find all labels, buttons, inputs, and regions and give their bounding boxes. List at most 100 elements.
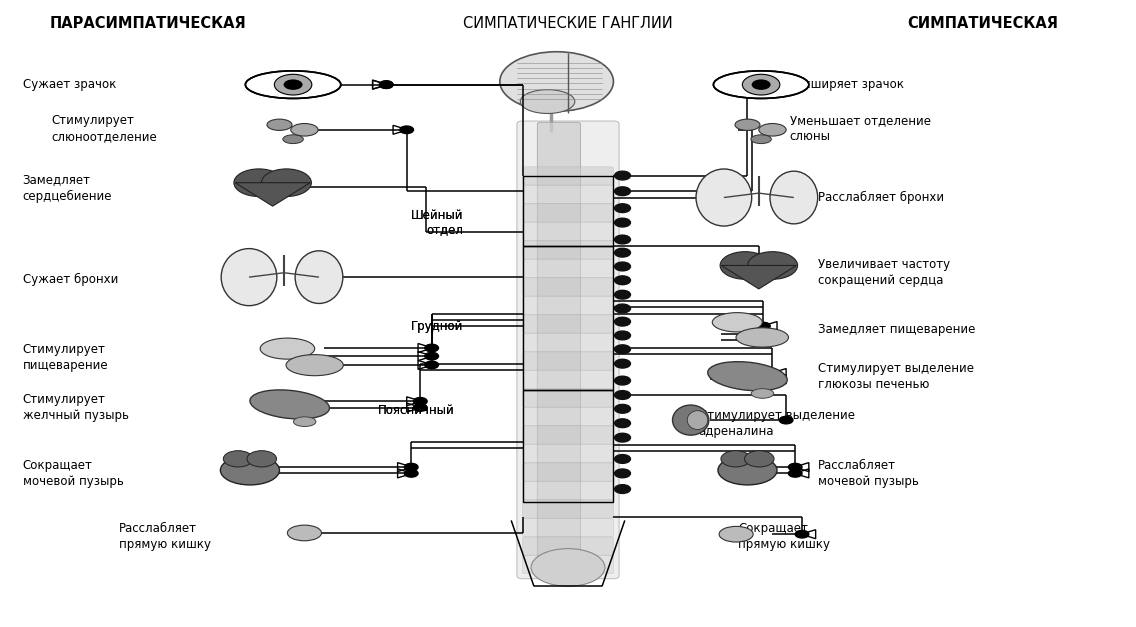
- Circle shape: [721, 451, 751, 467]
- Text: Расширяет зрачок: Расширяет зрачок: [790, 78, 903, 91]
- Text: Стимулирует выделение
глюкозы печенью: Стимулирует выделение глюкозы печенью: [818, 362, 974, 391]
- FancyBboxPatch shape: [523, 537, 613, 555]
- FancyBboxPatch shape: [523, 204, 613, 222]
- Circle shape: [261, 169, 311, 196]
- Ellipse shape: [222, 248, 277, 305]
- Circle shape: [379, 81, 393, 88]
- Circle shape: [615, 276, 630, 285]
- Circle shape: [788, 470, 802, 477]
- Circle shape: [615, 419, 630, 428]
- Text: Сокращает
прямую кишку: Сокращает прямую кишку: [738, 522, 830, 551]
- Ellipse shape: [718, 456, 777, 485]
- Circle shape: [615, 290, 630, 299]
- Ellipse shape: [687, 411, 708, 429]
- Circle shape: [615, 433, 630, 442]
- Text: Поясничный: Поясничный: [377, 404, 454, 417]
- Circle shape: [404, 470, 418, 477]
- FancyBboxPatch shape: [537, 122, 580, 577]
- FancyBboxPatch shape: [517, 121, 619, 579]
- Circle shape: [247, 451, 276, 467]
- Circle shape: [788, 463, 802, 471]
- Circle shape: [284, 80, 302, 90]
- Text: Расслабляет бронхи: Расслабляет бронхи: [818, 191, 944, 204]
- Ellipse shape: [267, 119, 292, 130]
- Ellipse shape: [751, 389, 774, 398]
- FancyBboxPatch shape: [523, 445, 613, 463]
- Text: Стимулирует
желчный пузырь: Стимулирует желчный пузырь: [23, 393, 128, 422]
- FancyBboxPatch shape: [523, 463, 613, 481]
- Text: Замедляет
сердцебиение: Замедляет сердцебиение: [23, 174, 112, 203]
- Ellipse shape: [712, 313, 762, 332]
- FancyBboxPatch shape: [523, 482, 613, 500]
- Ellipse shape: [245, 71, 341, 98]
- Circle shape: [757, 330, 770, 337]
- FancyBboxPatch shape: [523, 315, 613, 333]
- FancyBboxPatch shape: [523, 389, 613, 407]
- Ellipse shape: [696, 169, 752, 226]
- Text: Грудной: Грудной: [411, 320, 463, 332]
- Text: Шейный
отдел: Шейный отдел: [411, 209, 463, 236]
- Circle shape: [414, 404, 427, 411]
- Circle shape: [720, 251, 770, 279]
- Ellipse shape: [220, 456, 279, 485]
- Text: Увеличивает частоту
сокращений сердца: Увеличивает частоту сокращений сердца: [818, 258, 950, 287]
- Ellipse shape: [295, 251, 343, 303]
- Circle shape: [615, 317, 630, 326]
- Ellipse shape: [532, 549, 604, 586]
- Circle shape: [414, 398, 427, 405]
- Text: Замедляет пищеварение: Замедляет пищеварение: [818, 323, 976, 335]
- Text: Шейный
отдел: Шейный отдел: [411, 209, 463, 236]
- Ellipse shape: [286, 355, 343, 376]
- Circle shape: [766, 376, 779, 383]
- Ellipse shape: [293, 417, 316, 426]
- Circle shape: [425, 352, 438, 360]
- Circle shape: [615, 331, 630, 340]
- Ellipse shape: [759, 124, 786, 136]
- Ellipse shape: [520, 90, 575, 113]
- FancyBboxPatch shape: [523, 334, 613, 352]
- Circle shape: [779, 416, 793, 424]
- Text: Сокращает
мочевой пузырь: Сокращает мочевой пузырь: [23, 459, 124, 488]
- Text: Сужает зрачок: Сужает зрачок: [23, 78, 116, 91]
- Ellipse shape: [736, 328, 788, 347]
- Circle shape: [615, 455, 630, 463]
- Text: ПАРАСИМПАТИЧЕСКАЯ: ПАРАСИМПАТИЧЕСКАЯ: [49, 16, 247, 31]
- Ellipse shape: [713, 71, 809, 98]
- Circle shape: [615, 345, 630, 354]
- FancyBboxPatch shape: [523, 556, 613, 574]
- Circle shape: [615, 204, 630, 213]
- Circle shape: [752, 80, 770, 90]
- Circle shape: [615, 235, 630, 244]
- Ellipse shape: [500, 51, 613, 112]
- Circle shape: [404, 463, 418, 471]
- FancyBboxPatch shape: [523, 408, 613, 426]
- Circle shape: [615, 376, 630, 385]
- FancyBboxPatch shape: [523, 167, 613, 185]
- Text: Грудной: Грудной: [411, 320, 463, 332]
- Ellipse shape: [287, 525, 321, 540]
- FancyBboxPatch shape: [523, 371, 613, 389]
- Ellipse shape: [250, 390, 329, 419]
- Circle shape: [615, 304, 630, 313]
- Circle shape: [615, 469, 630, 478]
- Circle shape: [757, 336, 770, 344]
- Polygon shape: [235, 182, 310, 206]
- Ellipse shape: [735, 119, 760, 130]
- Text: Уменьшает отделение
слюны: Уменьшает отделение слюны: [790, 114, 930, 143]
- Text: Поясничный: Поясничный: [377, 404, 454, 417]
- Circle shape: [224, 451, 253, 467]
- Circle shape: [615, 359, 630, 368]
- Circle shape: [615, 485, 630, 493]
- Text: Стимулирует
слюноотделение: Стимулирует слюноотделение: [51, 114, 157, 143]
- FancyBboxPatch shape: [523, 352, 613, 370]
- Circle shape: [425, 344, 438, 352]
- Circle shape: [400, 126, 414, 134]
- Ellipse shape: [719, 527, 753, 542]
- Ellipse shape: [751, 135, 771, 144]
- FancyBboxPatch shape: [523, 500, 613, 518]
- FancyBboxPatch shape: [523, 278, 613, 296]
- Ellipse shape: [708, 362, 787, 391]
- Circle shape: [744, 451, 774, 467]
- Ellipse shape: [283, 135, 303, 144]
- FancyBboxPatch shape: [523, 297, 613, 315]
